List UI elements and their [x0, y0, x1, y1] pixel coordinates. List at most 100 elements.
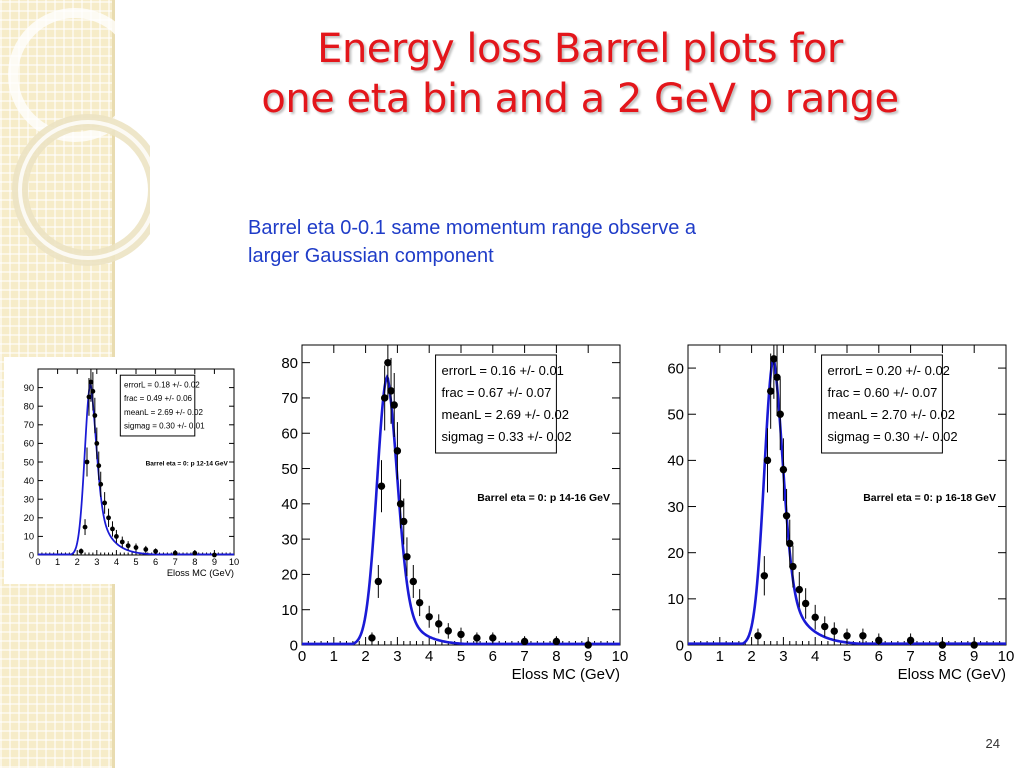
x-axis-label: Eloss MC (GeV) — [898, 666, 1006, 683]
slide-title: Energy loss Barrel plots for one eta bin… — [150, 24, 1010, 124]
y-tick-label: 60 — [667, 360, 684, 377]
stats-line: meanL = 2.69 +/- 0.02 — [442, 407, 569, 422]
plot-p14-16: 0 1 2 3 4 5 6 7 8 9 10 0 10 20 30 40 50 60 70 80 Eloss MC (G… — [270, 333, 629, 690]
data-point — [811, 613, 819, 622]
x-tick-label: 5 — [133, 557, 138, 567]
x-tick-label: 5 — [457, 648, 465, 665]
y-tick-label: 80 — [24, 401, 34, 411]
x-tick-label: 1 — [716, 648, 724, 665]
data-point — [415, 598, 424, 607]
data-point — [830, 627, 838, 635]
x-tick-label: 7 — [906, 648, 914, 665]
x-tick-label: 3 — [779, 648, 787, 665]
x-tick-label: 8 — [552, 648, 560, 665]
data-point — [584, 641, 592, 649]
y-tick-label: 40 — [281, 496, 298, 513]
y-tick-label: 50 — [667, 406, 684, 423]
data-point — [789, 562, 797, 571]
y-tick-label: 50 — [24, 457, 34, 467]
data-point — [409, 577, 417, 586]
y-tick-label: 40 — [667, 453, 684, 470]
data-point — [125, 543, 131, 549]
y-tick-label: 0 — [290, 637, 298, 654]
x-tick-label: 0 — [35, 557, 40, 567]
x-tick-label: 8 — [938, 648, 946, 665]
data-point — [90, 388, 96, 394]
data-point — [88, 379, 94, 385]
data-point — [859, 632, 867, 640]
y-tick-label: 30 — [667, 499, 684, 516]
data-point — [473, 634, 481, 642]
data-point — [552, 637, 561, 646]
x-tick-label: 9 — [970, 648, 978, 665]
fit-curve — [38, 381, 234, 556]
data-point — [380, 394, 389, 402]
data-point — [192, 550, 198, 556]
x-tick-label: 0 — [298, 648, 306, 665]
y-tick-label: 30 — [24, 494, 34, 504]
data-point — [766, 387, 775, 395]
x-tick-label: 8 — [192, 557, 197, 567]
data-point — [390, 401, 398, 409]
data-point — [906, 636, 915, 645]
data-point — [110, 526, 115, 532]
data-point — [760, 572, 769, 580]
fit-curve — [302, 374, 620, 646]
data-point — [143, 547, 149, 552]
data-point — [425, 613, 433, 621]
data-point — [153, 548, 159, 554]
x-tick-label: 5 — [843, 648, 851, 665]
data-point — [875, 636, 883, 645]
data-point — [435, 620, 443, 628]
data-point — [96, 463, 102, 469]
x-tick-label: 6 — [489, 648, 497, 665]
y-tick-label: 60 — [24, 439, 34, 449]
x-tick-label: 9 — [584, 648, 592, 665]
x-tick-label: 2 — [361, 648, 369, 665]
stats-line: frac = 0.67 +/- 0.07 — [442, 385, 552, 400]
plot-p16-18: 0 1 2 3 4 5 6 7 8 9 10 0 10 20 30 40 50 60 Eloss MC (GeV) e… — [656, 333, 1015, 690]
stats-line: sigmag = 0.33 +/- 0.02 — [442, 429, 572, 444]
data-point — [172, 550, 178, 556]
data-point — [403, 553, 411, 561]
data-point — [211, 552, 217, 558]
chart-p16-18: 0 1 2 3 4 5 6 7 8 9 10 0 10 20 30 40 50 60 Eloss MC (GeV) e… — [667, 344, 1015, 683]
data-point — [444, 627, 452, 635]
y-tick-label: 80 — [281, 355, 298, 372]
x-tick-label: 9 — [212, 557, 217, 567]
y-tick-label: 70 — [281, 390, 298, 407]
x-tick-label: 1 — [330, 648, 338, 665]
data-point — [86, 394, 92, 400]
plot-label: Barrel eta = 0: p 12-14 GeV — [146, 461, 229, 468]
stats-line: sigmag = 0.30 +/- 0.01 — [124, 422, 205, 431]
stats-line: sigmag = 0.30 +/- 0.02 — [828, 429, 958, 444]
data-point — [843, 632, 851, 640]
y-tick-label: 20 — [281, 567, 298, 584]
data-point — [821, 622, 829, 631]
stats-line: frac = 0.49 +/- 0.06 — [124, 394, 193, 403]
stats-line: meanL = 2.69 +/- 0.02 — [124, 408, 203, 417]
decorative-rings — [8, 8, 150, 266]
data-point — [776, 410, 784, 418]
data-point — [384, 358, 392, 367]
x-tick-label: 10 — [612, 648, 629, 665]
data-point — [84, 459, 90, 465]
plot-label: Barrel eta = 0: p 16-18 GeV — [863, 492, 996, 504]
title-line-2: one eta bin and a 2 GeV p range — [261, 76, 899, 122]
chart-p14-16: 0 1 2 3 4 5 6 7 8 9 10 0 10 20 30 40 50 60 70 80 Eloss MC (G… — [281, 344, 629, 683]
y-tick-label: 20 — [667, 545, 684, 562]
x-tick-label: 10 — [998, 648, 1015, 665]
y-tick-label: 70 — [24, 420, 34, 430]
data-point — [102, 500, 108, 506]
x-tick-label: 7 — [173, 557, 178, 567]
y-tick-label: 30 — [281, 531, 298, 548]
y-tick-label: 10 — [24, 532, 34, 542]
y-tick-label: 0 — [29, 550, 34, 560]
x-tick-label: 10 — [229, 557, 239, 567]
description-line-1: Barrel eta 0-0.1 same momentum range obs… — [248, 217, 696, 239]
x-tick-label: 2 — [75, 557, 80, 567]
data-point — [78, 548, 84, 554]
data-point — [387, 387, 395, 395]
y-tick-label: 10 — [281, 602, 298, 619]
data-point — [374, 577, 383, 586]
